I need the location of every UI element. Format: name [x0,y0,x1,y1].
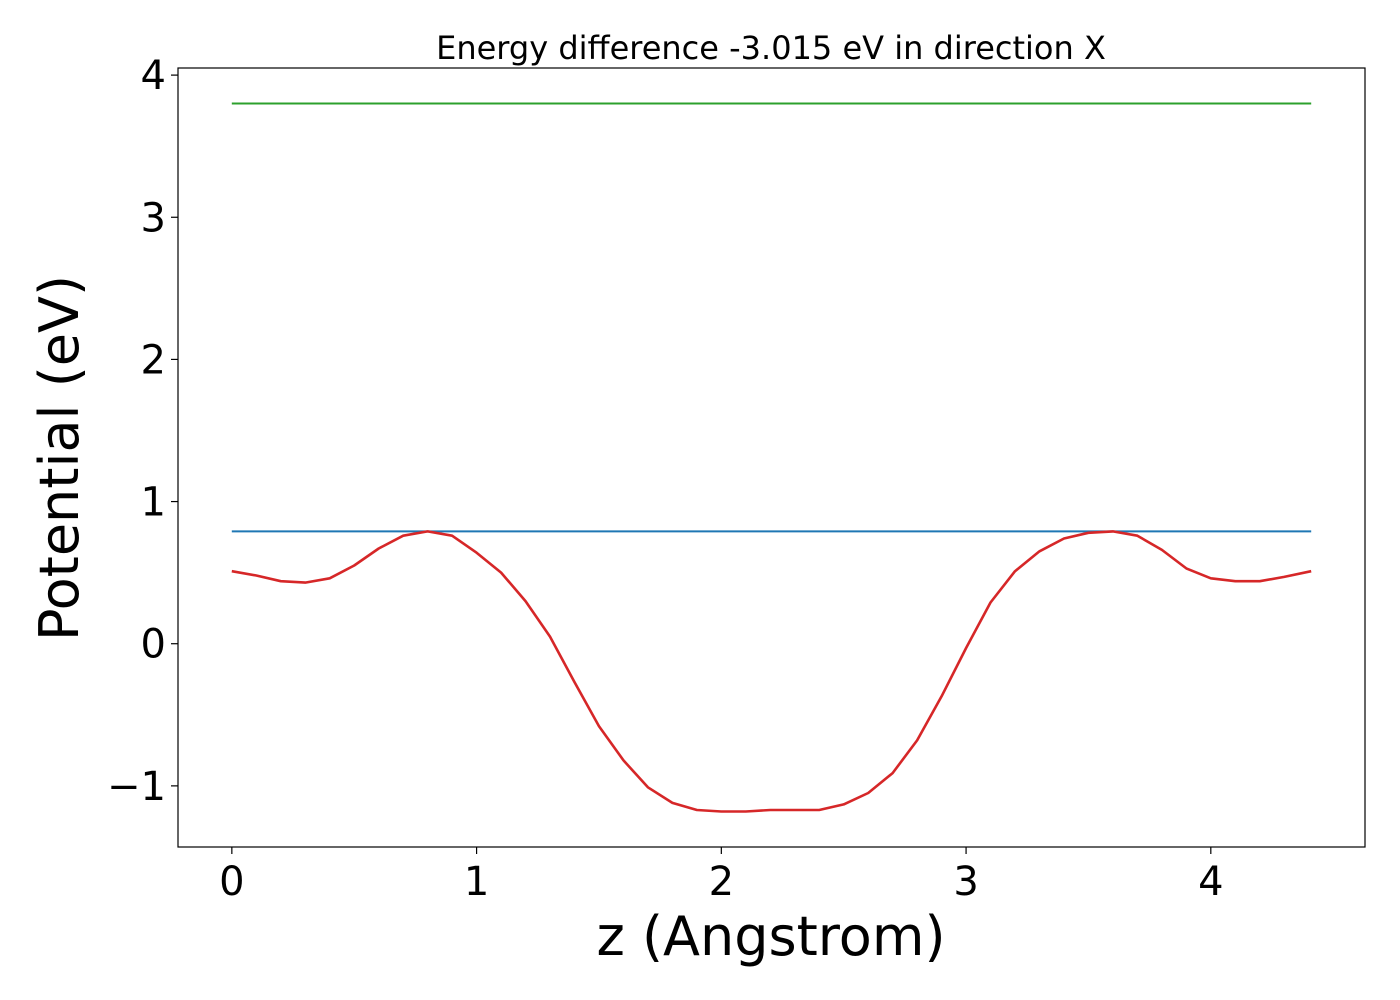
y-axis-label: Potential (eV) [28,275,91,641]
x-tick-label: 3 [953,859,978,905]
y-axis: −1 0 1 2 3 4 [107,53,178,810]
x-tick-label: 0 [219,859,244,905]
x-tick-label: 1 [464,859,489,905]
x-tick-label: 4 [1198,859,1223,905]
series-line-2 [231,530,1312,813]
x-tick-label: 2 [709,859,734,905]
y-tick-label: 3 [141,195,166,241]
x-axis: 0 1 2 3 4 [219,847,1224,905]
y-tick-label: −1 [107,764,166,810]
y-tick-label: 2 [141,337,166,383]
y-tick-label: 4 [141,53,166,99]
x-axis-label: z (Angstrom) [596,905,945,968]
series-layer [231,102,1312,813]
y-tick-label: 1 [141,480,166,526]
plot-frame [177,67,1366,848]
chart-title: Energy difference -3.015 eV in direction… [436,29,1106,67]
y-tick-label: 0 [141,622,166,668]
